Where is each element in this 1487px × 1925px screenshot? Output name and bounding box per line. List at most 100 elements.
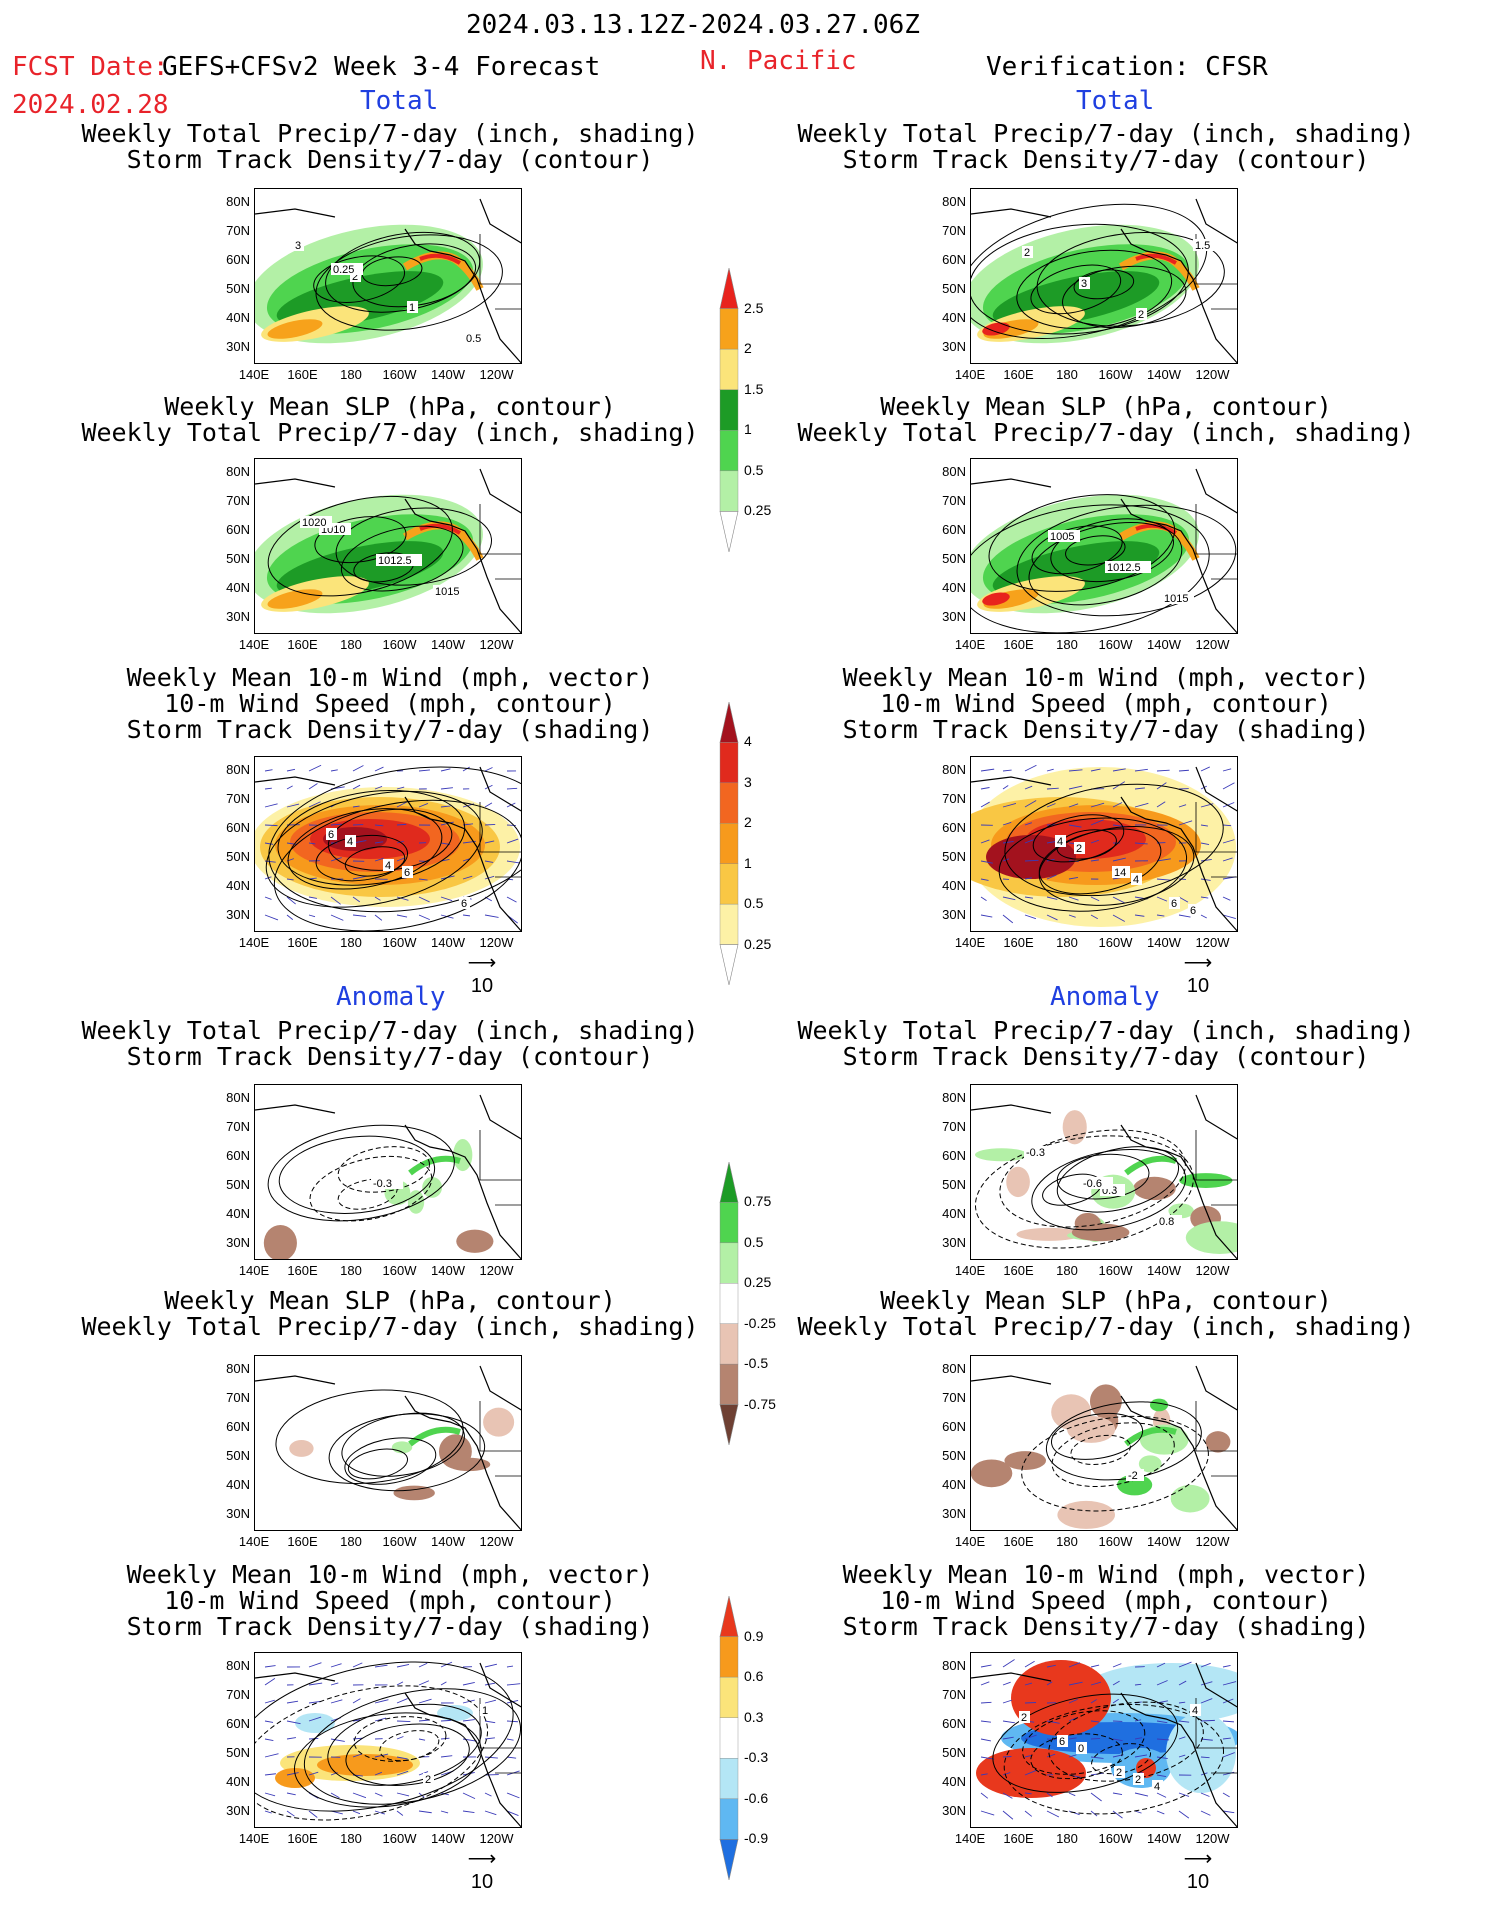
panel-title-line: 10-m Wind Speed (mph, contour) [880,1586,1332,1615]
wind-vector [1002,896,1016,901]
wind-vector [330,769,338,772]
wind-vector [264,1753,279,1758]
anomaly-shading [1071,1223,1130,1242]
map-panel: 2 4 6 4 14 6 [970,756,1238,932]
wind-vector [418,769,430,772]
anomaly-shading [1185,1221,1237,1255]
lat-tick-label: 50N [942,551,966,566]
wind-vector [462,1792,476,1800]
colorbar-label: 0.25 [744,1274,772,1291]
wind-vector [1046,768,1054,772]
contour-line [1004,783,1224,897]
colorbar-label: 0.75 [744,1193,772,1210]
wind-vector [286,842,298,845]
colorbar-segment [719,823,739,864]
wind-vector [418,1680,430,1686]
lat-tick-label: 50N [942,281,966,296]
wind-vector [374,1810,385,1815]
precip-shading [267,319,323,339]
wind-vector [1178,1792,1190,1797]
contour-label-bg [1157,1215,1182,1227]
lat-tick-label: 70N [942,1119,966,1134]
contour-label-bg [350,270,361,282]
contour-label: 1015 [1164,593,1188,605]
wind-vector [1200,824,1209,827]
colorbar-segment [719,268,739,309]
colorbar [719,268,739,552]
political-border [479,802,521,878]
coastline [971,1365,1237,1530]
wind-vector [264,1738,274,1742]
contour-line [1022,1710,1146,1775]
lon-tick-label: 160E [1003,367,1034,382]
wind-vector [1024,1754,1033,1758]
wind-vector [286,1700,299,1704]
panel-title-line: Storm Track Density/7-day (contour) [842,1042,1370,1071]
anomaly-shading [1057,1500,1116,1529]
map-svg: 4 2 0 2 4 6 2 [971,1659,1237,1827]
wind-vector [1134,1754,1148,1758]
lon-tick-label: 160W [382,1534,417,1549]
contour-label: 4 [385,860,391,872]
lat-tick-label: 40N [942,1774,966,1789]
map-svg [255,1365,521,1530]
wind-vector [1200,1719,1215,1722]
wind-vector [1222,857,1233,862]
coastline [255,468,521,633]
wind-vector [1068,1698,1078,1704]
contour-line [353,1716,447,1762]
wind-vector [374,841,384,844]
contour-line [344,846,406,877]
colorbar-label: 1.5 [744,380,764,397]
wind-vector [286,1792,296,1796]
wind-vector [980,1773,988,1776]
wind-vector [980,1681,990,1686]
wind-vector [352,1662,363,1668]
contour-label-bg [1169,897,1180,909]
wind-vector [308,1810,318,1818]
wind-vector [980,1720,991,1723]
wind-vector [264,824,278,827]
contour-line [267,1124,455,1222]
lat-tick-label: 30N [942,339,966,354]
wind-vector [1090,859,1099,862]
wind-vector [1200,859,1212,862]
wind-vector [396,1664,410,1668]
contour-line [328,1413,486,1492]
contour-label: 4 [1057,836,1063,848]
contour-line [1036,232,1225,327]
lat-tick-label: 60N [942,1148,966,1163]
wind-vector [484,767,493,772]
wind-vector [396,1698,408,1704]
vector-reference: ⟶ 10 [1183,1848,1213,1893]
contour-label: 0.5 [466,333,481,345]
lon-tick-label: 140W [431,935,465,950]
panel-title-line: Storm Track Density/7-day (shading) [842,715,1370,744]
colorbar-segment [719,1162,739,1203]
fcst-date-label: FCST Date: [12,52,169,82]
wind-vector [330,1699,343,1704]
lat-tick-label: 70N [226,791,250,806]
political-border [1195,504,1237,580]
wind-vector [1068,1737,1077,1740]
wind-vector [484,1810,497,1816]
contour-line [971,223,1189,335]
wind-vector [1090,1756,1104,1759]
wind-vector [1024,1734,1037,1740]
wind-vector [1200,914,1207,919]
wind-vector [374,914,383,921]
lon-tick-label: 140E [238,637,270,652]
wind-vector [374,896,381,901]
wind-vector [1024,785,1033,790]
wind-vector [374,1664,388,1668]
lon-tick-label: 160W [382,1263,417,1278]
contour-label: 1 [482,1705,488,1717]
lat-tick-label: 40N [942,878,966,893]
wind-vector [264,1773,276,1776]
contour-line [971,504,1210,633]
wind-vector [1112,768,1126,772]
lat-tick-label: 40N [942,1477,966,1492]
wind-vector [396,1792,410,1797]
lon-tick-label: 160W [1098,1831,1133,1846]
contour-label-bg [1079,277,1090,289]
